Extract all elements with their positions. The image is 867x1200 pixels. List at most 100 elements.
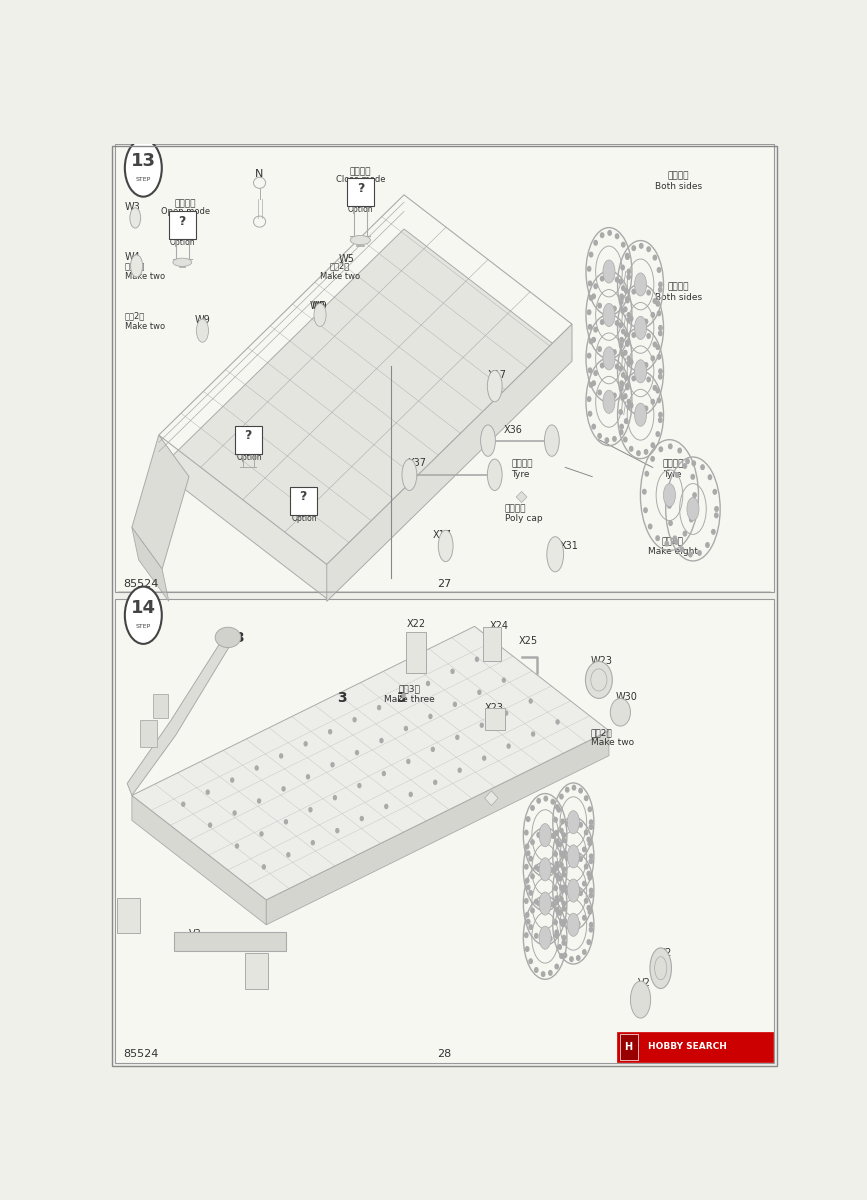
- Circle shape: [560, 896, 563, 901]
- Circle shape: [683, 463, 687, 468]
- Ellipse shape: [650, 948, 671, 989]
- Circle shape: [616, 277, 619, 282]
- Circle shape: [665, 541, 668, 546]
- Circle shape: [402, 694, 405, 697]
- FancyBboxPatch shape: [347, 178, 374, 206]
- Text: 制作2组
Make two: 制作2组 Make two: [125, 312, 165, 331]
- Ellipse shape: [539, 926, 551, 949]
- Circle shape: [329, 730, 331, 733]
- Circle shape: [263, 865, 265, 869]
- Circle shape: [627, 404, 630, 409]
- Circle shape: [587, 940, 590, 944]
- Circle shape: [668, 504, 671, 508]
- Text: ?: ?: [244, 430, 251, 443]
- Circle shape: [353, 718, 356, 721]
- Circle shape: [478, 690, 481, 695]
- Circle shape: [590, 824, 593, 829]
- Circle shape: [659, 331, 662, 336]
- Circle shape: [588, 806, 591, 811]
- Circle shape: [653, 299, 656, 304]
- FancyBboxPatch shape: [620, 1034, 638, 1060]
- Circle shape: [549, 868, 552, 872]
- FancyBboxPatch shape: [173, 932, 286, 950]
- Circle shape: [475, 658, 479, 661]
- Circle shape: [355, 751, 358, 755]
- Circle shape: [483, 756, 486, 761]
- Circle shape: [587, 838, 590, 842]
- Circle shape: [698, 551, 701, 556]
- Text: W30: W30: [616, 691, 637, 702]
- Ellipse shape: [130, 208, 140, 228]
- Text: X31: X31: [560, 541, 579, 551]
- Circle shape: [623, 394, 627, 398]
- Circle shape: [588, 841, 591, 846]
- Circle shape: [409, 792, 412, 797]
- Circle shape: [280, 754, 283, 758]
- Circle shape: [626, 254, 629, 259]
- Circle shape: [657, 398, 661, 402]
- Circle shape: [560, 828, 563, 833]
- Circle shape: [627, 313, 630, 317]
- Circle shape: [525, 830, 528, 835]
- Circle shape: [701, 464, 704, 469]
- Circle shape: [557, 841, 560, 846]
- Circle shape: [683, 532, 687, 536]
- Circle shape: [583, 847, 586, 852]
- Circle shape: [588, 353, 590, 358]
- Circle shape: [588, 397, 590, 402]
- Text: 制作2组
Make two: 制作2组 Make two: [320, 262, 361, 281]
- Circle shape: [608, 318, 611, 322]
- Circle shape: [564, 919, 567, 924]
- FancyBboxPatch shape: [483, 628, 501, 660]
- Circle shape: [558, 944, 561, 949]
- Circle shape: [590, 859, 593, 864]
- Circle shape: [432, 748, 434, 751]
- Ellipse shape: [567, 913, 579, 936]
- Circle shape: [555, 896, 558, 900]
- Circle shape: [688, 552, 692, 557]
- Circle shape: [551, 799, 555, 804]
- Circle shape: [525, 947, 529, 952]
- Circle shape: [601, 319, 603, 324]
- Circle shape: [632, 376, 636, 380]
- Circle shape: [542, 972, 544, 977]
- Circle shape: [590, 252, 593, 257]
- Text: 制作8组
Make eight: 制作8组 Make eight: [648, 536, 698, 556]
- Circle shape: [640, 374, 643, 378]
- Circle shape: [304, 742, 307, 746]
- Circle shape: [659, 418, 662, 422]
- Circle shape: [544, 899, 547, 904]
- Circle shape: [260, 832, 263, 836]
- Ellipse shape: [687, 498, 699, 521]
- Circle shape: [554, 817, 557, 822]
- Circle shape: [565, 822, 569, 827]
- Text: X17: X17: [488, 370, 507, 380]
- Circle shape: [598, 347, 602, 352]
- Circle shape: [427, 682, 429, 685]
- Circle shape: [598, 390, 602, 395]
- Ellipse shape: [131, 254, 143, 277]
- Text: STEP: STEP: [136, 176, 151, 181]
- Circle shape: [590, 893, 593, 898]
- FancyBboxPatch shape: [617, 1032, 772, 1062]
- Circle shape: [551, 868, 555, 872]
- Circle shape: [556, 720, 559, 724]
- Ellipse shape: [487, 371, 502, 402]
- Circle shape: [626, 342, 629, 347]
- Circle shape: [526, 919, 530, 924]
- Text: ?: ?: [356, 182, 364, 194]
- Circle shape: [572, 853, 576, 858]
- Circle shape: [584, 796, 588, 800]
- Circle shape: [686, 458, 689, 463]
- Circle shape: [714, 490, 716, 494]
- Circle shape: [563, 833, 565, 838]
- Circle shape: [623, 437, 627, 442]
- Circle shape: [525, 844, 529, 848]
- Circle shape: [555, 930, 558, 935]
- Ellipse shape: [547, 536, 564, 572]
- Circle shape: [632, 332, 636, 337]
- Circle shape: [647, 247, 650, 252]
- Circle shape: [556, 839, 559, 844]
- Circle shape: [601, 364, 603, 368]
- Text: 制作3组
Make three: 制作3组 Make three: [384, 684, 434, 704]
